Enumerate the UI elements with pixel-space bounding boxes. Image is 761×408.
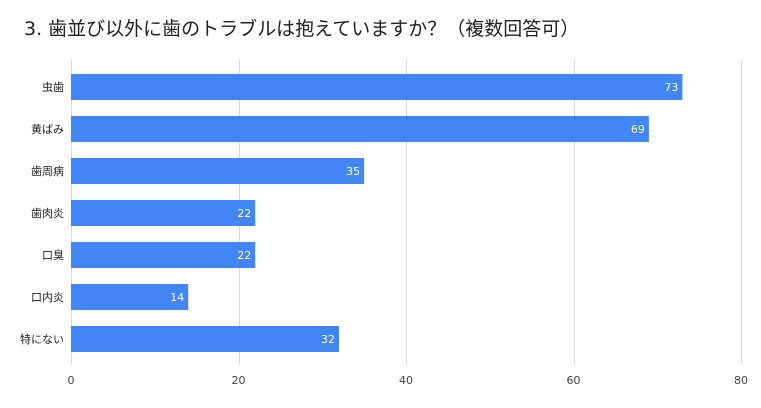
bar [71, 242, 256, 268]
bar-value-label: 14 [170, 291, 184, 304]
bar-value-label: 35 [346, 165, 360, 178]
bar [71, 158, 365, 184]
x-tick-label: 60 [567, 374, 581, 387]
bar-value-label: 22 [237, 249, 251, 262]
category-label: 口内炎 [31, 290, 64, 304]
category-label: 黄ばみ [31, 122, 64, 136]
category-label: 歯周病 [31, 164, 64, 178]
bar [71, 284, 189, 310]
category-label: 口臭 [42, 248, 64, 262]
bar [71, 116, 649, 142]
bar-value-label: 22 [237, 207, 251, 220]
bar-value-label: 32 [321, 333, 335, 346]
chart-title: 3. 歯並び以外に歯のトラブルは抱えていますか？（複数回答可） [24, 18, 580, 40]
bar [71, 326, 339, 352]
category-label: 歯肉炎 [31, 207, 64, 220]
x-tick-label: 80 [734, 374, 748, 387]
bars: 73 69 35 22 22 14 32 [71, 74, 683, 352]
x-axis-ticks: 0 20 40 60 80 [68, 374, 749, 387]
bar-value-label: 73 [664, 81, 678, 94]
x-tick-label: 40 [399, 374, 413, 387]
bar [71, 74, 683, 100]
bar [71, 200, 256, 226]
x-tick-label: 20 [232, 374, 246, 387]
x-tick-label: 0 [68, 374, 75, 387]
category-label: 虫歯 [42, 81, 64, 94]
bar-value-label: 69 [631, 123, 645, 136]
category-label: 特にない [20, 332, 64, 346]
